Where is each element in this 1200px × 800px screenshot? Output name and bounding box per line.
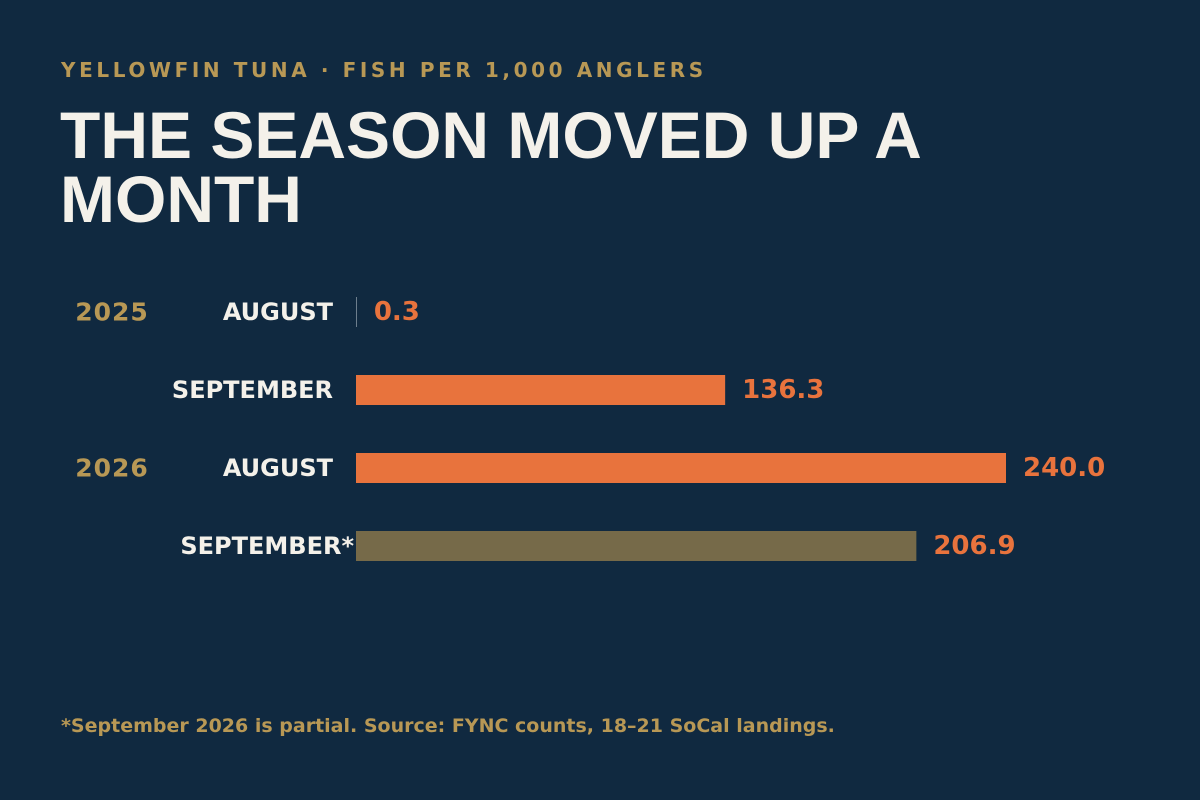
month-label: AUGUST (223, 454, 334, 482)
year-label: 2025 (75, 298, 149, 327)
value-label: 206.9 (933, 531, 1015, 561)
bar (356, 375, 726, 405)
month-label: AUGUST (223, 298, 334, 326)
chart-eyebrow: YELLOWFIN TUNA · FISH PER 1,000 ANGLERS (61, 58, 707, 82)
value-label: 136.3 (742, 375, 824, 405)
bar (356, 531, 917, 561)
value-label: 240.0 (1023, 453, 1105, 483)
value-label: 0.3 (374, 297, 420, 327)
chart-footnote: *September 2026 is partial. Source: FYNC… (61, 715, 835, 737)
chart-title: THE SEASON MOVED UP A MONTH (60, 98, 920, 236)
month-label: SEPTEMBER* (180, 532, 354, 560)
bar (356, 453, 1006, 483)
month-label: SEPTEMBER (172, 376, 333, 404)
year-label: 2026 (75, 454, 149, 483)
